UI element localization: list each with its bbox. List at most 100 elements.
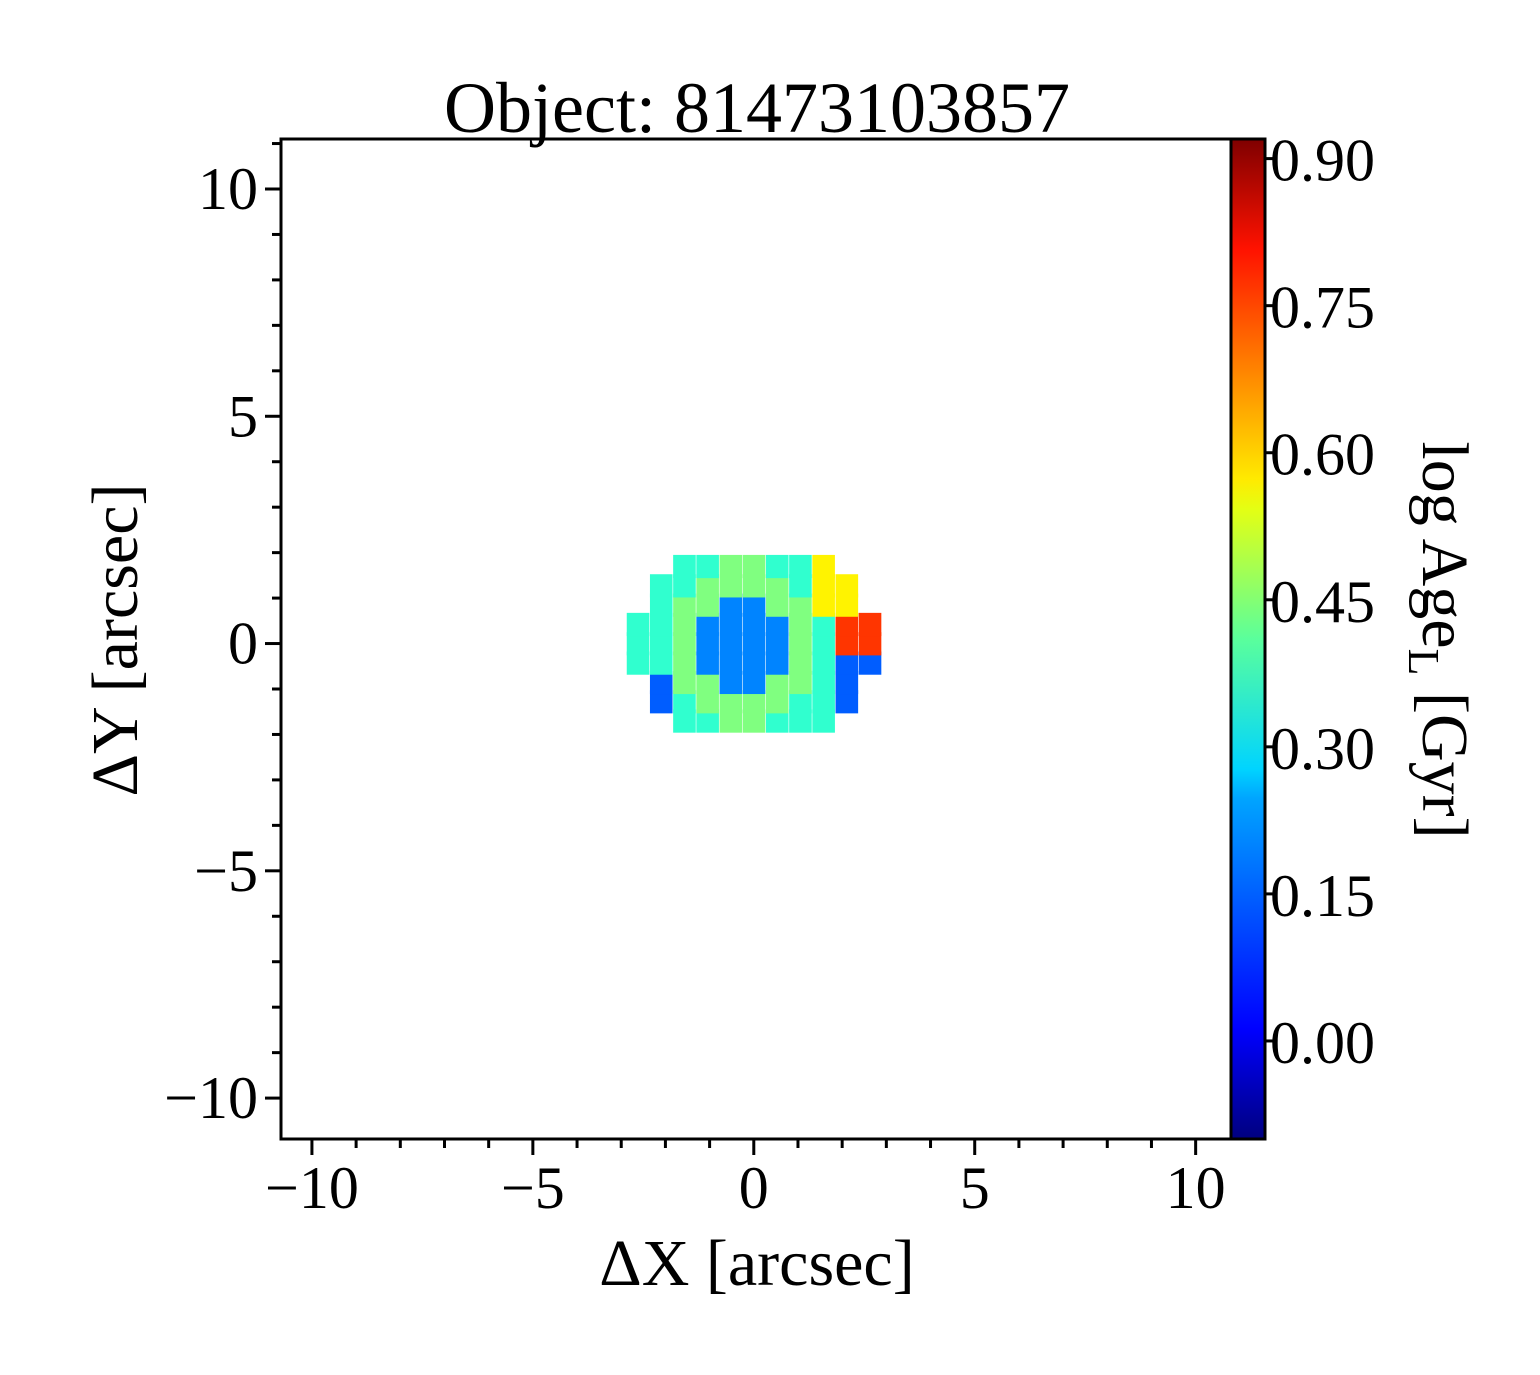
- spaxel: [673, 554, 696, 579]
- colorbar-tick-label: 0.00: [1270, 1010, 1375, 1076]
- spaxel: [765, 593, 789, 617]
- colorbar-tick-label: 0.60: [1270, 422, 1375, 488]
- spaxel: [742, 690, 766, 714]
- plot-area: −10 −5 0 5 10 10 5 0 −5 −10: [164, 137, 1233, 1221]
- spaxel: [649, 690, 673, 714]
- spaxel: [719, 554, 743, 579]
- spaxel: [765, 651, 789, 675]
- spaxel: [765, 612, 789, 637]
- spaxel: [673, 612, 696, 637]
- spaxel: [812, 709, 835, 733]
- colorbar-tick-label: 0.90: [1270, 128, 1375, 194]
- colorbar-label-unit: [Gyr]: [1408, 675, 1481, 838]
- spaxel: [626, 651, 650, 675]
- spaxel: [626, 632, 650, 656]
- spaxel: [742, 612, 766, 637]
- colorbar-gradient: [1231, 139, 1265, 1139]
- spaxel: [719, 670, 743, 695]
- colorbar-tick-label: 0.15: [1270, 863, 1375, 929]
- spaxel: [835, 632, 859, 656]
- colorbar-ticks: 0.90 0.75 0.60 0.45 0.30 0.15 0.00: [1265, 128, 1375, 1076]
- spaxel: [696, 670, 719, 695]
- spaxel: [673, 593, 696, 617]
- spaxel: [812, 651, 835, 675]
- spaxel: [858, 632, 882, 656]
- spaxel: [673, 690, 696, 714]
- y-tick-label: 5: [228, 383, 258, 449]
- spaxel: [649, 612, 673, 637]
- x-tick-label: −5: [501, 1155, 565, 1221]
- spaxel: [812, 670, 835, 695]
- spaxel: [719, 651, 743, 675]
- spaxel: [719, 632, 743, 656]
- spaxel: [719, 593, 743, 617]
- spaxel: [858, 612, 882, 637]
- spaxel: [789, 709, 812, 733]
- y-tick-label: −10: [164, 1065, 258, 1131]
- spaxel: [835, 574, 859, 598]
- spaxel: [649, 632, 673, 656]
- spaxel: [649, 574, 673, 598]
- spaxel: [812, 574, 835, 598]
- x-tick-label: −10: [265, 1155, 359, 1221]
- spaxel: [696, 709, 719, 733]
- spaxel: [719, 709, 743, 733]
- spaxel: [696, 632, 719, 656]
- spaxel: [696, 651, 719, 675]
- chart-title: Object: 81473103857: [444, 68, 1070, 148]
- spaxel: [789, 690, 812, 714]
- spaxel: [835, 612, 859, 637]
- spaxel: [789, 670, 812, 695]
- spaxel: [812, 593, 835, 617]
- colorbar-frame: [1229, 137, 1267, 1141]
- spaxel: [765, 554, 789, 579]
- x-axis-label: ΔX [arcsec]: [599, 1227, 914, 1300]
- y-tick-label: 10: [198, 156, 258, 222]
- spaxel: [742, 593, 766, 617]
- spaxel: [765, 670, 789, 695]
- spaxel: [835, 593, 859, 617]
- colorbar-tick-label: 0.75: [1270, 275, 1375, 341]
- spaxel: [835, 690, 859, 714]
- spaxel: [719, 574, 743, 598]
- spaxel: [696, 612, 719, 637]
- svg-text:log AgeL [Gyr]: log AgeL [Gyr]: [1399, 441, 1481, 838]
- spaxel: [673, 670, 696, 695]
- spaxel: [673, 632, 696, 656]
- spaxel: [649, 593, 673, 617]
- spaxel: [812, 554, 835, 579]
- spaxel-map: [626, 554, 882, 733]
- spaxel: [765, 574, 789, 598]
- x-tick-label: 0: [739, 1155, 769, 1221]
- spaxel: [696, 593, 719, 617]
- spaxel: [765, 690, 789, 714]
- colorbar-label-subscript: L: [1399, 649, 1448, 676]
- spaxel: [765, 632, 789, 656]
- y-tick-label: 0: [228, 611, 258, 677]
- x-tick-label: 5: [960, 1155, 990, 1221]
- spaxel: [835, 670, 859, 695]
- spaxel: [742, 709, 766, 733]
- spaxel: [742, 574, 766, 598]
- spaxel: [696, 690, 719, 714]
- spaxel: [858, 651, 882, 675]
- spaxel: [789, 574, 812, 598]
- spaxel: [789, 612, 812, 637]
- spaxel: [812, 632, 835, 656]
- colorbar-tick-label: 0.30: [1270, 716, 1375, 782]
- spaxel: [789, 593, 812, 617]
- colorbar-tick-label: 0.45: [1270, 569, 1375, 635]
- spaxel: [765, 709, 789, 733]
- spaxel: [673, 709, 696, 733]
- y-axis-ticks: 10 5 0 −5 −10: [164, 142, 281, 1131]
- spaxel: [742, 670, 766, 695]
- y-tick-label: −5: [194, 838, 258, 904]
- spaxel: [719, 690, 743, 714]
- x-axis-ticks: −10 −5 0 5 10: [265, 1139, 1226, 1221]
- spaxel: [812, 690, 835, 714]
- spaxel: [789, 632, 812, 656]
- spaxel: [742, 632, 766, 656]
- spaxel: [696, 574, 719, 598]
- spaxel: [696, 554, 719, 579]
